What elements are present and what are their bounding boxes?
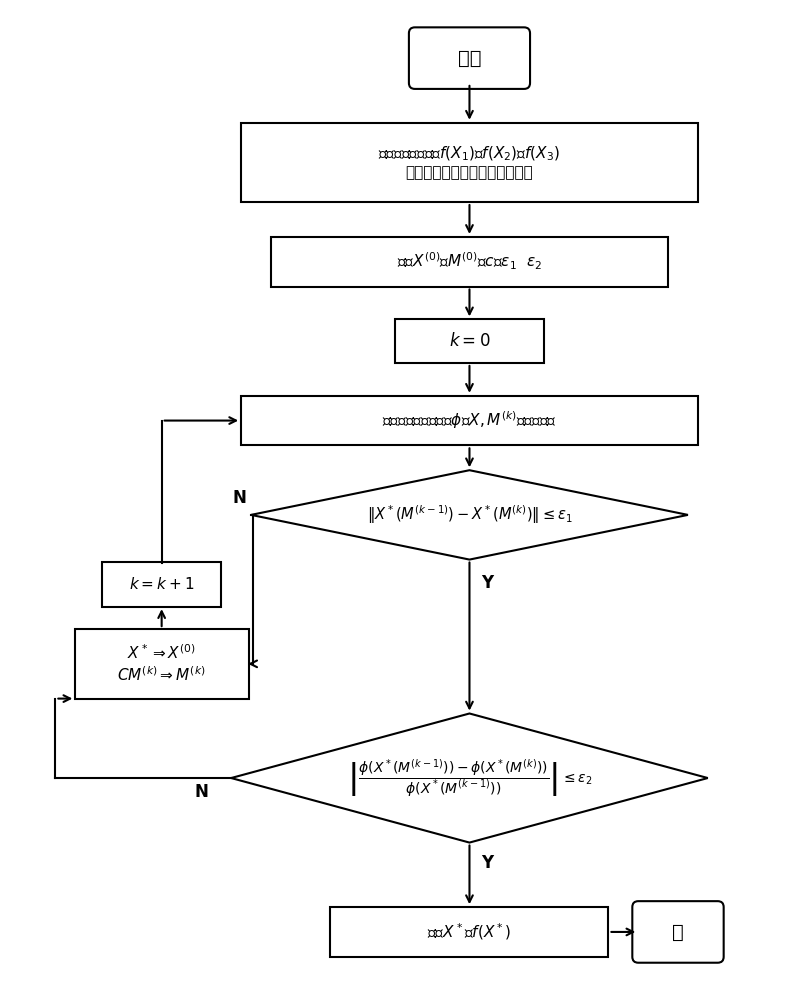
Bar xyxy=(330,907,608,957)
FancyBboxPatch shape xyxy=(409,27,530,89)
Text: 将三个分目标函数$f(X_1)$、$f(X_2)$、$f(X_3)$
确定的新约束范围代入本程序中: 将三个分目标函数$f(X_1)$、$f(X_2)$、$f(X_3)$ 确定的新约… xyxy=(378,144,561,180)
Text: N: N xyxy=(232,489,246,507)
Bar xyxy=(75,629,249,699)
Text: 给定$X^{(0)}$，$M^{(0)}$，$c$，$\varepsilon_1$  $\varepsilon_2$: 给定$X^{(0)}$，$M^{(0)}$，$c$，$\varepsilon_1… xyxy=(397,251,542,272)
Text: $\left|\dfrac{\phi(X^*(M^{(k-1)}))-\phi(X^*(M^{(k)}))}{\phi(X^*(M^{(k-1)}))}\rig: $\left|\dfrac{\phi(X^*(M^{(k-1)}))-\phi(… xyxy=(347,757,592,799)
Text: $\|X^*(M^{(k-1)})-X^*(M^{(k)})\| \leq \varepsilon_1$: $\|X^*(M^{(k-1)})-X^*(M^{(k)})\| \leq \v… xyxy=(367,504,572,526)
FancyBboxPatch shape xyxy=(632,901,724,963)
Text: N: N xyxy=(194,783,209,801)
Text: 输出$X^*$，$f(X^*)$: 输出$X^*$，$f(X^*)$ xyxy=(427,922,512,942)
Bar xyxy=(395,319,544,363)
Text: $k=0$: $k=0$ xyxy=(449,332,491,350)
Text: 停: 停 xyxy=(672,922,684,941)
Text: $X^* \Rightarrow X^{(0)}$
$CM^{(k)} \Rightarrow M^{(k)}$: $X^* \Rightarrow X^{(0)}$ $CM^{(k)} \Rig… xyxy=(118,644,206,684)
Text: 用无约束优化方法求$\phi$（$X,M^{(k)}$）的最优点: 用无约束优化方法求$\phi$（$X,M^{(k)}$）的最优点 xyxy=(382,410,557,431)
Bar xyxy=(241,123,698,202)
Bar xyxy=(102,562,221,607)
Text: Y: Y xyxy=(481,854,494,872)
Polygon shape xyxy=(231,713,708,843)
Text: $k=k+1$: $k=k+1$ xyxy=(129,576,194,592)
Polygon shape xyxy=(251,470,688,560)
Bar xyxy=(241,396,698,445)
Text: Y: Y xyxy=(481,574,494,592)
Text: 开始: 开始 xyxy=(457,49,481,68)
Bar xyxy=(271,237,668,287)
